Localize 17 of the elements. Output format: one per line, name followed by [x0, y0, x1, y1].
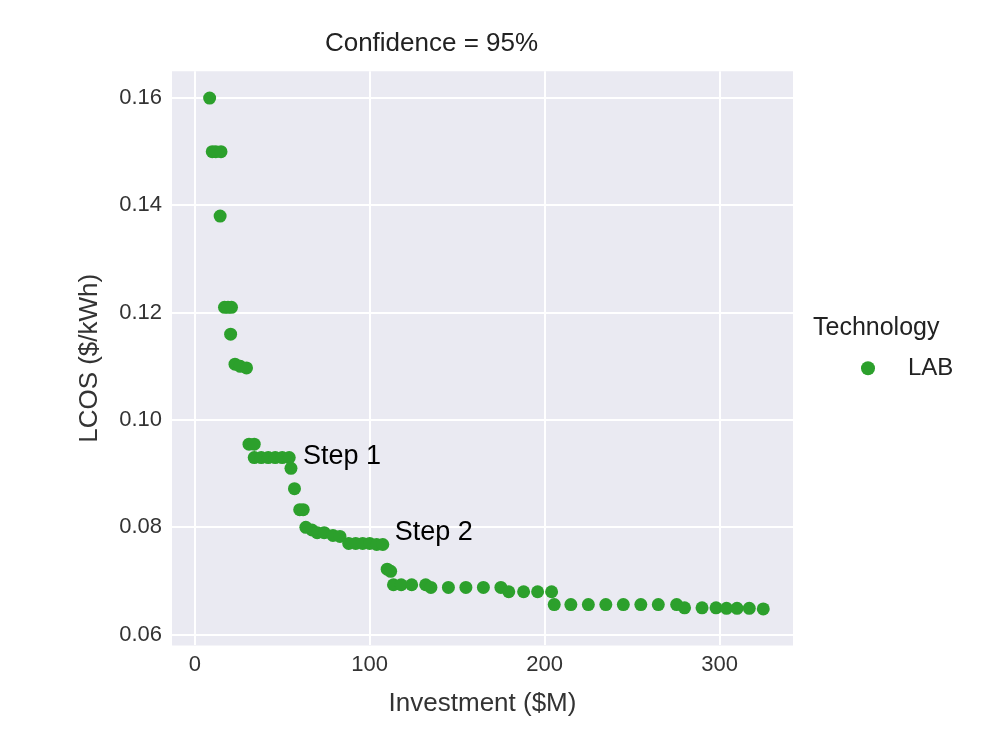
- x-tick-label: 300: [701, 650, 738, 676]
- y-tick-label: 0.14: [119, 191, 163, 217]
- y-axis-title: LCOS ($/kWh): [72, 273, 103, 443]
- annotation: Step 1: [302, 439, 382, 470]
- y-tick-label: 0.16: [119, 84, 163, 110]
- chart-title: Confidence = 95%: [324, 26, 539, 57]
- y-tick-label: 0.12: [119, 298, 163, 324]
- y-tick-label: 0.10: [119, 406, 163, 432]
- legend-label: LAB: [908, 352, 954, 380]
- x-tick-label: 0: [188, 650, 201, 676]
- legend-title: Technology: [813, 312, 940, 341]
- x-tick-label: 100: [351, 650, 389, 676]
- annotation: Step 2: [394, 515, 473, 546]
- x-tick-label: 200: [526, 650, 563, 676]
- y-tick-label: 0.06: [119, 620, 163, 646]
- y-tick-label: 0.08: [119, 513, 163, 539]
- x-axis-title: Investment ($M): [388, 686, 577, 717]
